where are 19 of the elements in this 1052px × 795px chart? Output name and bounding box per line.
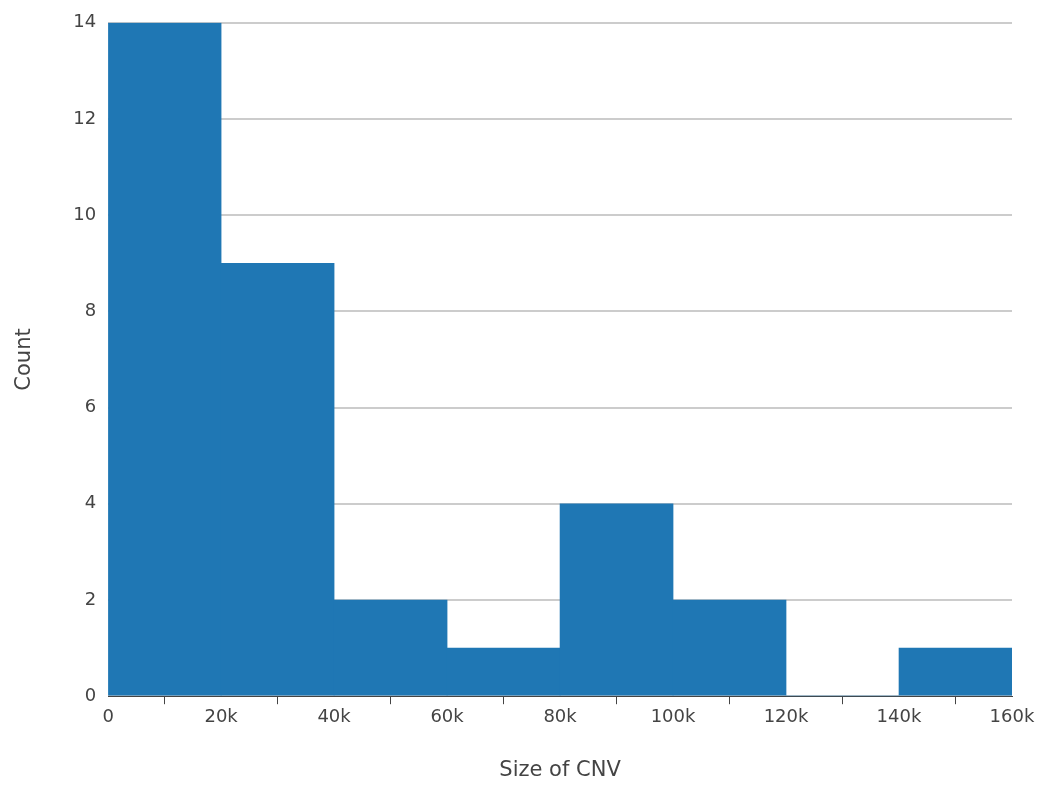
y-tick-label: 0: [84, 683, 97, 705]
y-axis-title: Count: [11, 328, 36, 391]
x-tick-label: 20k: [204, 704, 239, 726]
y-tick-label: 2: [84, 587, 97, 609]
x-axis-title: Size of CNV: [499, 756, 622, 781]
x-tick-label: 140k: [876, 704, 922, 726]
y-tick-label: 12: [73, 106, 97, 128]
y-tick-label: 10: [73, 202, 97, 224]
y-tick-label: 8: [84, 299, 97, 321]
x-tick-label: 160k: [989, 704, 1035, 726]
y-tick-label: 6: [84, 395, 97, 417]
x-tick-label: 120k: [763, 704, 809, 726]
x-tick-label: 0: [102, 704, 114, 726]
y-tick-label: 14: [73, 10, 97, 32]
y-tick-label: 4: [84, 491, 97, 513]
x-tick-label: 100k: [650, 704, 696, 726]
x-tick-label: 80k: [543, 704, 578, 726]
x-tick-label: 60k: [430, 704, 465, 726]
x-tick-label: 40k: [317, 704, 352, 726]
